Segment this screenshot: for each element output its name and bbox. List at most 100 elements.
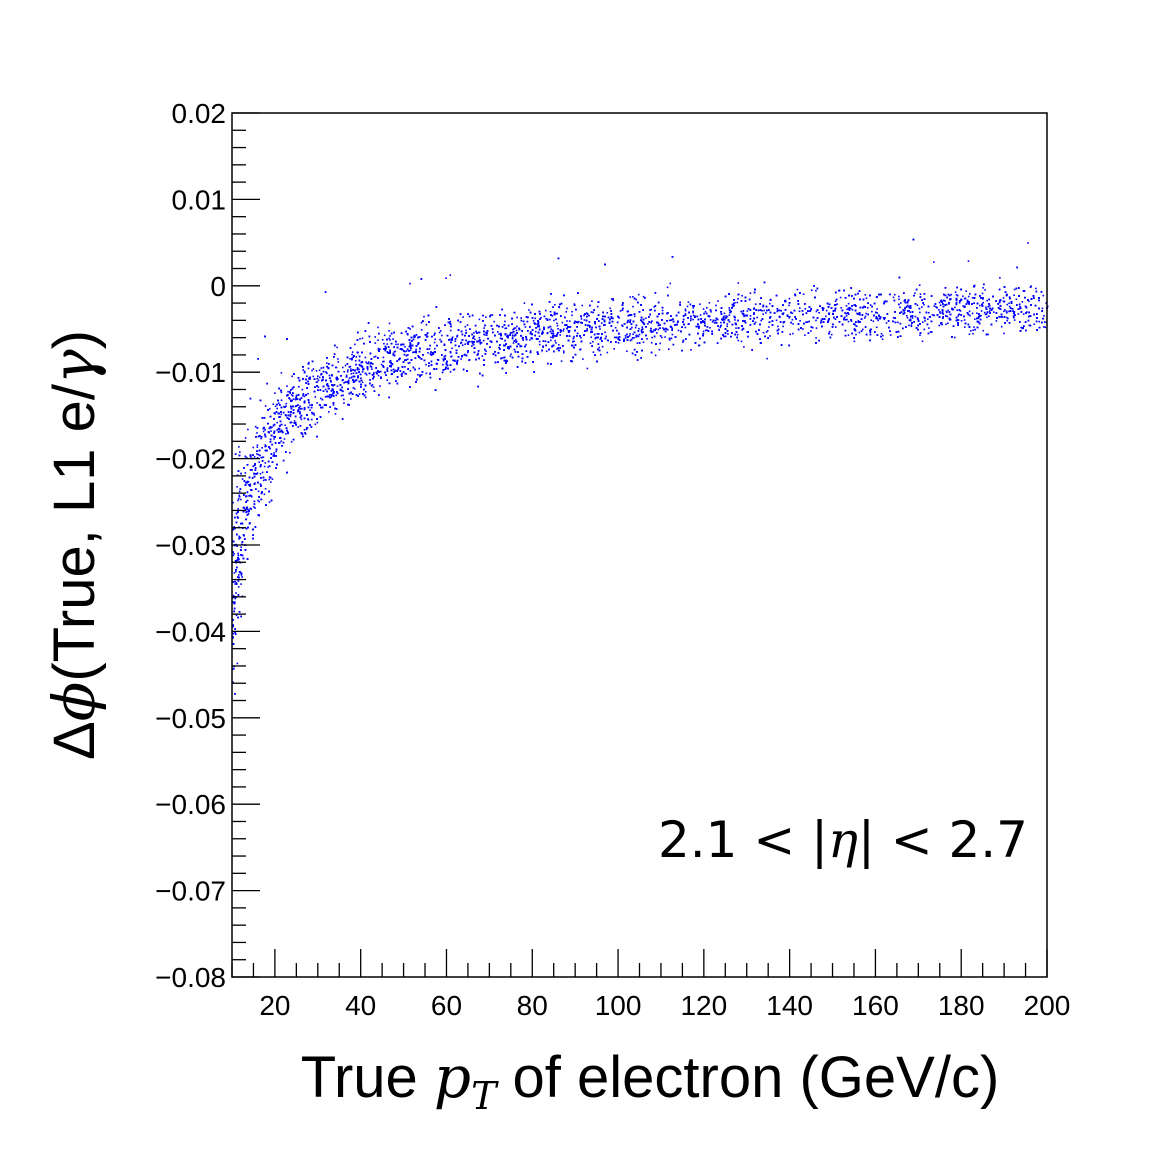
scatter-point [659, 342, 661, 345]
scatter-point [515, 338, 517, 341]
scatter-point [760, 319, 762, 322]
scatter-point [885, 322, 888, 324]
scatter-point [236, 515, 239, 518]
scatter-point [460, 358, 462, 360]
scatter-point [1018, 308, 1020, 310]
scatter-point [945, 323, 947, 326]
scatter-point [480, 342, 483, 344]
scatter-point [345, 374, 348, 377]
scatter-point [657, 322, 660, 325]
scatter-point [954, 291, 957, 293]
scatter-point [383, 360, 385, 363]
scatter-point [467, 351, 469, 354]
scatter-point [237, 552, 239, 555]
scatter-point [554, 304, 556, 306]
scatter-point [723, 315, 725, 318]
scatter-point [1026, 311, 1028, 313]
scatter-point [555, 312, 557, 315]
scatter-point [346, 381, 348, 383]
scatter-point [565, 311, 567, 313]
scatter-point [337, 361, 340, 363]
scatter-point [704, 322, 706, 325]
scatter-point [892, 317, 895, 319]
scatter-point [235, 582, 238, 584]
scatter-point [931, 314, 934, 316]
scatter-point [248, 495, 250, 497]
scatter-point [589, 326, 591, 329]
scatter-point [264, 444, 267, 446]
scatter-point [928, 327, 930, 329]
scatter-point [511, 334, 514, 336]
scatter-point [418, 367, 420, 370]
scatter-point [477, 340, 480, 343]
scatter-point [1015, 298, 1018, 301]
scatter-point [256, 453, 258, 455]
scatter-point [381, 339, 384, 341]
scatter-point [709, 327, 711, 329]
scatter-point [409, 282, 411, 285]
scatter-point [262, 430, 265, 433]
scatter-point [717, 300, 719, 302]
scatter-point [335, 366, 338, 369]
scatter-point [1006, 312, 1008, 314]
scatter-point [378, 394, 380, 396]
scatter-point [289, 451, 291, 454]
scatter-point [262, 427, 264, 430]
scatter-point [942, 313, 944, 315]
scatter-point [1007, 317, 1009, 320]
scatter-point [485, 316, 487, 318]
scatter-point [280, 372, 283, 374]
scatter-point [247, 484, 250, 486]
scatter-point [337, 358, 339, 360]
scatter-point [606, 351, 609, 354]
scatter-point [505, 327, 508, 329]
scatter-point [257, 490, 260, 492]
scatter-point [367, 362, 369, 365]
scatter-point [350, 368, 352, 370]
scatter-point [640, 320, 643, 322]
scatter-point [765, 331, 768, 333]
scatter-point [796, 288, 799, 291]
scatter-point [256, 444, 259, 446]
scatter-point [349, 365, 352, 368]
scatter-point [293, 420, 296, 422]
scatter-point [241, 478, 244, 480]
scatter-point [612, 298, 614, 300]
scatter-point [235, 570, 237, 573]
scatter-point [377, 347, 380, 350]
scatter-point [1008, 302, 1010, 305]
scatter-point [409, 328, 411, 330]
scatter-point [1008, 310, 1010, 313]
scatter-point [241, 543, 243, 546]
scatter-point [241, 576, 243, 578]
scatter-point [938, 309, 940, 311]
scatter-point [847, 302, 850, 305]
scatter-point [886, 300, 888, 303]
scatter-point [337, 378, 339, 380]
scatter-point [563, 328, 565, 330]
scatter-point [550, 336, 552, 339]
scatter-point [528, 309, 530, 311]
scatter-point [355, 356, 358, 358]
scatter-point [498, 333, 500, 335]
scatter-point [343, 398, 345, 401]
scatter-point [433, 334, 435, 336]
scatter-point [624, 337, 627, 339]
scatter-point [253, 506, 255, 508]
scatter-point [642, 341, 645, 343]
scatter-point [504, 320, 506, 323]
scatter-point [240, 574, 243, 576]
scatter-point [530, 331, 532, 333]
scatter-point [613, 336, 616, 339]
scatter-point [974, 318, 976, 320]
scatter-point [261, 471, 264, 474]
scatter-point [464, 343, 466, 345]
scatter-point [710, 311, 712, 313]
scatter-point [551, 315, 554, 317]
scatter-point [988, 310, 991, 312]
scatter-point [982, 298, 984, 300]
scatter-point [469, 340, 471, 343]
scatter-point [244, 437, 247, 439]
scatter-point [361, 337, 364, 340]
scatter-point [404, 346, 406, 348]
